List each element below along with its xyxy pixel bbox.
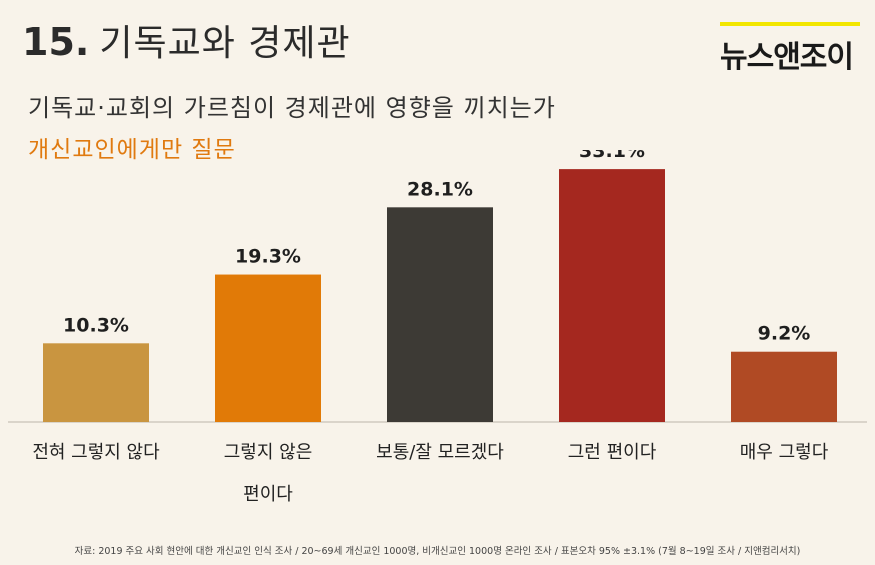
category-label: 그렇지 않은 (224, 442, 313, 463)
data-label: 28.1% (407, 178, 473, 200)
data-label: 10.3% (63, 314, 129, 336)
chart-note: 개신교인에게만 질문 (28, 137, 236, 163)
category-label: 보통/잘 모르겠다 (376, 442, 504, 463)
title-number: 15. (22, 20, 90, 64)
category-label: 매우 그렇다 (740, 442, 829, 463)
data-label: 33.1% (579, 150, 645, 162)
category-label: 전혀 그렇지 않다 (32, 442, 160, 463)
bar (731, 351, 837, 422)
bar (215, 274, 321, 422)
title-row: 15. 기독교와 경제관 (22, 14, 351, 66)
bar (387, 207, 493, 422)
source-note: 자료: 2019 주요 사회 현안에 대한 개신교인 인식 조사 / 20~69… (74, 546, 801, 557)
chart-subtitle: 기독교·교회의 가르침이 경제관에 영향을 끼치는가 (28, 94, 556, 122)
page-title: 기독교와 경제관 (99, 23, 351, 64)
data-label: 9.2% (758, 323, 811, 345)
brand-logo: 뉴스앤조이 (720, 22, 860, 76)
bar (559, 169, 665, 422)
category-label: 그런 편이다 (568, 442, 657, 463)
bar (43, 343, 149, 422)
category-label: 편이다 (243, 484, 293, 505)
data-label: 19.3% (235, 246, 301, 268)
